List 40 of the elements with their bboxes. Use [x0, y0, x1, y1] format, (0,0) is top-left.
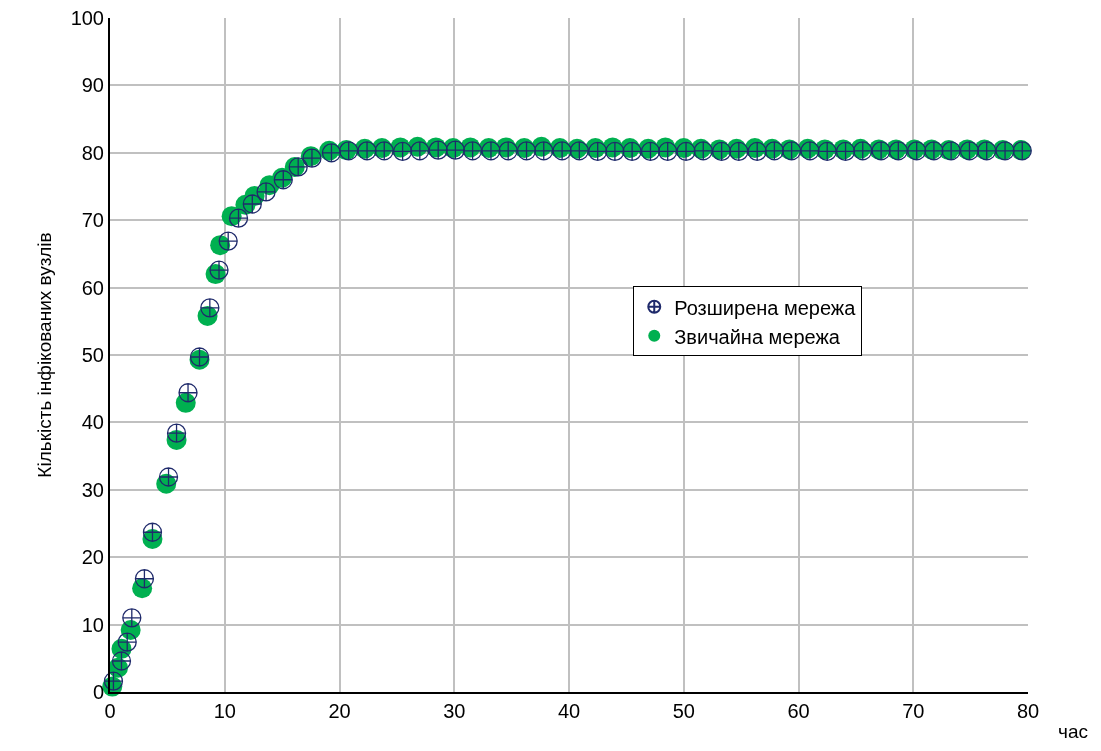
- legend-label: Розширена мережа: [674, 296, 857, 319]
- point: [158, 467, 179, 487]
- x-tick-label: 10: [213, 700, 236, 722]
- point: [134, 569, 155, 589]
- x-tick-label: 50: [672, 700, 695, 722]
- y-tick-label: 20: [81, 546, 104, 569]
- y-tick-label: 70: [81, 209, 104, 232]
- point: [218, 231, 238, 251]
- point: [534, 141, 554, 161]
- point: [256, 182, 276, 202]
- y-tick-label: 10: [81, 613, 104, 636]
- y-tick-label: 50: [81, 344, 104, 366]
- y-tick-label: 30: [81, 478, 104, 501]
- y-tick-label: 60: [81, 276, 104, 299]
- point: [242, 194, 262, 214]
- point: [111, 651, 132, 671]
- x-tick-label: 40: [557, 700, 581, 722]
- point: [103, 671, 124, 691]
- point: [200, 298, 220, 318]
- y-tick-label: 0: [92, 681, 104, 703]
- y-tick-label: 40: [81, 411, 104, 434]
- point: [142, 522, 163, 542]
- y-tick-label: 80: [81, 141, 104, 164]
- point: [178, 383, 198, 403]
- point: [209, 260, 229, 280]
- point: [228, 208, 249, 228]
- x-axis-title: час: [1058, 721, 1088, 742]
- point: [117, 632, 137, 652]
- y-tick-label: 90: [81, 74, 104, 97]
- y-tick-label: 100: [70, 7, 104, 29]
- x-tick-label: 80: [1016, 700, 1040, 722]
- y-axis-title: Кількість інфікованих вузлів: [33, 232, 55, 478]
- point: [122, 608, 142, 628]
- x-tick-label: 30: [443, 700, 466, 722]
- legend-label: Звичайна мережа: [674, 325, 841, 348]
- point: [166, 423, 187, 443]
- x-tick-label: 60: [787, 700, 810, 722]
- point: [410, 141, 430, 161]
- x-tick-label: 70: [902, 700, 925, 722]
- x-tick-label: 20: [328, 700, 351, 722]
